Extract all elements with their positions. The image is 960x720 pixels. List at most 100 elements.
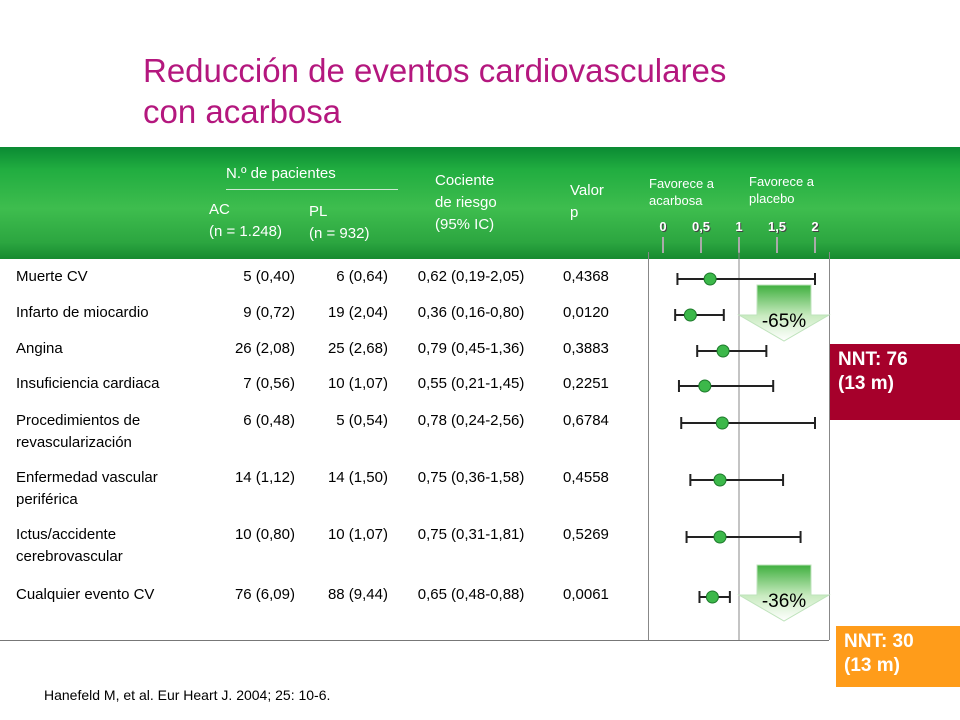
plot-right-border <box>829 252 830 640</box>
reduction-arrow-label: -65% <box>762 311 806 332</box>
reduction-arrow: -36% <box>737 564 831 622</box>
p-header-line1: Valor <box>570 182 604 199</box>
cell-hr: 0,75 <box>417 526 447 543</box>
cell-name: Ictus/accidente cerebrovascular <box>16 526 123 565</box>
cell-hr: 0,55 <box>417 375 447 392</box>
cell-hr: 0,36 <box>417 304 447 321</box>
cell-ci: (0,16-0,80) <box>451 304 525 321</box>
header-band <box>0 147 960 259</box>
cell-pl: 88 (9,44) <box>327 586 388 603</box>
nnt-box-1-line1: NNT: 76 <box>838 349 908 370</box>
chart-title-line1: Reducción de eventos cardiovasculares <box>143 52 727 89</box>
table-row: Infarto de miocardio 9 (0,72) 19 (2,04) 0,3… <box>0 302 640 342</box>
favors-placebo-line2: placebo <box>749 191 795 206</box>
estimate-point <box>713 530 727 544</box>
cell-pl: 19 (2,04) <box>327 304 388 321</box>
forest-plot-marks: -65% -36% <box>662 237 831 640</box>
hr-header-line1: Cociente <box>435 172 495 189</box>
cell-ci: (0,24-2,56) <box>451 412 525 429</box>
cell-name: Angina <box>16 340 63 357</box>
plot-left-border <box>648 252 649 640</box>
hr-header-line3: (95% IC) <box>435 216 495 233</box>
patients-divider <box>226 189 398 190</box>
nnt-box-1-line2: (13 m) <box>838 373 894 394</box>
cell-name: Infarto de miocardio <box>16 304 149 321</box>
cell-p: 0,3883 <box>563 340 609 357</box>
cell-ac: 6 (0,48) <box>243 412 295 429</box>
x-tick-label: 1,5 <box>767 219 787 234</box>
estimate-point <box>715 416 729 430</box>
favors-acarbose-line2: acarbosa <box>649 193 703 208</box>
cell-p: 0,2251 <box>563 375 609 392</box>
cell-pl: 10 (1,07) <box>327 375 388 392</box>
estimate-point <box>703 272 717 286</box>
cell-ci: (0,45-1,36) <box>451 340 525 357</box>
cell-name: Insuficiencia cardiaca <box>16 375 160 392</box>
cell-p: 0,0120 <box>563 304 609 321</box>
estimate-point <box>698 379 712 393</box>
cell-pl: 6 (0,64) <box>336 268 388 285</box>
pl-header: PL <box>309 203 328 220</box>
cell-hr: 0,79 <box>417 340 447 357</box>
x-tick-label: 1 <box>735 219 743 234</box>
chart-title: Reducción de eventos cardiovasculares co… <box>143 50 843 132</box>
cell-hr: 0,75 <box>417 469 447 486</box>
cell-pl: 5 (0,54) <box>336 412 388 429</box>
estimate-point <box>705 590 719 604</box>
cell-name: Procedimientos de revascularización <box>16 412 141 451</box>
nnt-box-2: NNT: 30 (13 m) <box>836 626 960 687</box>
nnt-box-1: NNT: 76 (13 m) <box>830 344 960 420</box>
cell-ac: 14 (1,12) <box>234 469 295 486</box>
cell-ac: 10 (0,80) <box>234 526 295 543</box>
reduction-arrow-label: -36% <box>762 591 806 612</box>
cell-p: 0,5269 <box>563 526 609 543</box>
cell-ci: (0,36-1,58) <box>451 469 525 486</box>
table-row: Procedimientos de revascularización 6 (0,… <box>0 410 640 451</box>
cell-p: 0,4368 <box>563 268 609 285</box>
cell-ci: (0,21-1,45) <box>451 375 525 392</box>
cell-ac: 7 (0,56) <box>243 375 295 392</box>
cell-ci: (0,19-2,05) <box>451 268 525 285</box>
table-row: Cualquier evento CV 76 (6,09) 88 (9,44) 0,6… <box>0 584 640 624</box>
reduction-arrow: -65% <box>737 284 831 342</box>
ac-n-header: (n = 1.248) <box>209 223 282 240</box>
x-tick-label: 0,5 <box>691 219 711 234</box>
estimate-point <box>716 344 730 358</box>
cell-hr: 0,62 <box>417 268 447 285</box>
table-row: Insuficiencia cardiaca 7 (0,56) 10 (1,07) 0… <box>0 373 640 413</box>
reference-citation: Hanefeld M, et al. Eur Heart J. 2004; 25… <box>44 687 331 703</box>
x-tick-label: 2 <box>811 219 819 234</box>
cell-pl: 25 (2,68) <box>327 340 388 357</box>
cell-ac: 5 (0,40) <box>243 268 295 285</box>
patients-header: N.º de pacientes <box>226 165 336 182</box>
chart-title-line2: con acarbosa <box>143 93 342 130</box>
x-tick-label: 0 <box>659 219 667 234</box>
cell-p: 0,4558 <box>563 469 609 486</box>
ac-header: AC <box>209 201 230 218</box>
table-row: Muerte CV 5 (0,40) 6 (0,64) 0,62 (0,19-2,05)… <box>0 266 640 306</box>
table-row: Ictus/accidente cerebrovascular 10 (0,80)… <box>0 524 640 565</box>
cell-hr: 0,78 <box>417 412 447 429</box>
pl-n-header: (n = 932) <box>309 225 370 242</box>
cell-p: 0,6784 <box>563 412 609 429</box>
cell-hr: 0,65 <box>417 586 447 603</box>
cell-pl: 14 (1,50) <box>327 469 388 486</box>
table-row: Angina 26 (2,08) 25 (2,68) 0,79 (0,45-1,36) 0… <box>0 338 640 378</box>
table-bottom-line <box>0 640 829 641</box>
favors-acarbose-line1: Favorece a <box>649 176 715 191</box>
reduction-arrow-shape <box>737 284 831 342</box>
reduction-arrow-shape <box>737 564 831 622</box>
cell-name: Enfermedad vascular periférica <box>16 469 158 508</box>
cell-ci: (0,48-0,88) <box>451 586 525 603</box>
cell-ci: (0,31-1,81) <box>451 526 525 543</box>
cell-ac: 76 (6,09) <box>234 586 295 603</box>
favors-placebo-line1: Favorece a <box>749 174 815 189</box>
table-row: Enfermedad vascular periférica 14 (1,12) 1… <box>0 467 640 508</box>
nnt-box-2-line1: NNT: 30 <box>844 631 914 652</box>
cell-ac: 9 (0,72) <box>243 304 295 321</box>
nnt-box-2-line2: (13 m) <box>844 655 900 676</box>
cell-ac: 26 (2,08) <box>234 340 295 357</box>
cell-name: Cualquier evento CV <box>16 586 155 603</box>
cell-name: Muerte CV <box>16 268 88 285</box>
